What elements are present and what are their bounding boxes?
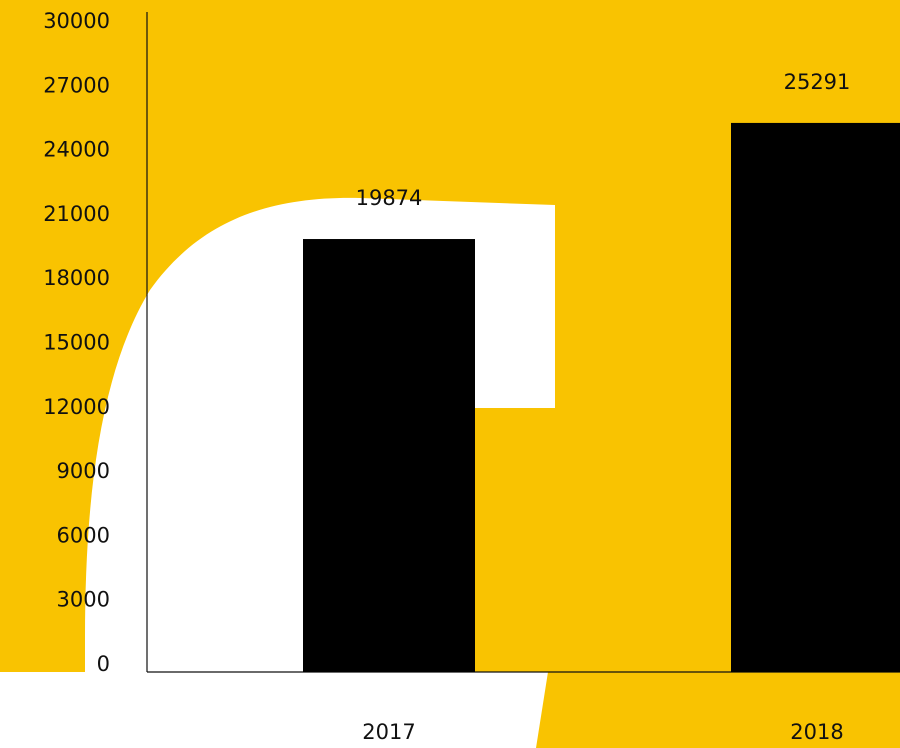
y-tick-label: 15000 bbox=[43, 331, 110, 355]
x-tick-label: 2017 bbox=[362, 720, 415, 744]
y-tick-label: 6000 bbox=[57, 523, 110, 547]
y-tick-label: 9000 bbox=[57, 459, 110, 483]
y-tick-label: 30000 bbox=[43, 9, 110, 33]
y-tick-label: 3000 bbox=[57, 588, 110, 612]
bar bbox=[731, 123, 900, 672]
y-tick-label: 18000 bbox=[43, 266, 110, 290]
y-tick-label: 24000 bbox=[43, 138, 110, 162]
value-label: 25291 bbox=[784, 70, 851, 94]
decor-bottom bbox=[536, 672, 900, 748]
y-tick-label: 27000 bbox=[43, 73, 110, 97]
page: 0 3000 6000 9000 12000 15000 18000 21000 24000 27… bbox=[0, 0, 900, 748]
y-tick-label: 21000 bbox=[43, 202, 110, 226]
chart: 0 3000 6000 9000 12000 15000 18000 21000 24000 27… bbox=[0, 0, 900, 748]
value-label: 19874 bbox=[356, 186, 423, 210]
y-tick-label: 0 bbox=[97, 652, 110, 676]
y-tick-label: 12000 bbox=[43, 395, 110, 419]
x-tick-label: 2018 bbox=[790, 720, 843, 744]
bar bbox=[303, 239, 475, 672]
